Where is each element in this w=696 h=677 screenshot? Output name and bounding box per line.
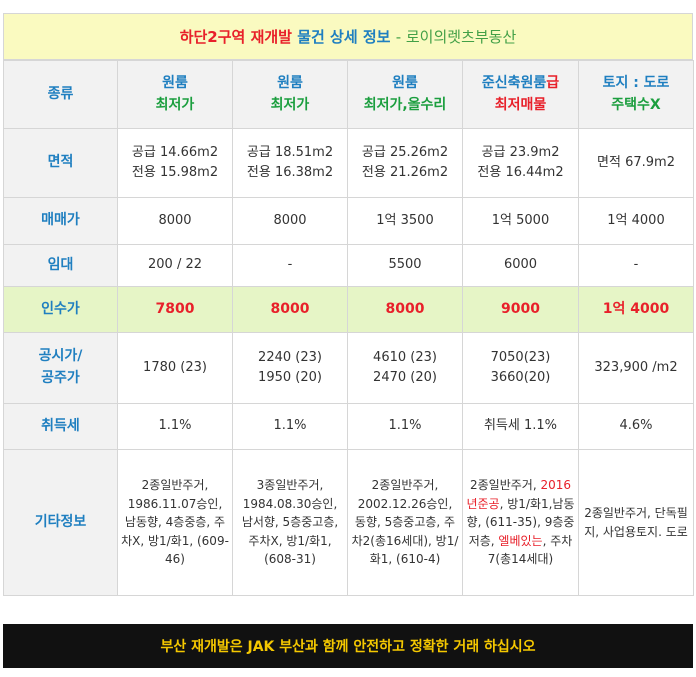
- etc-cell: 3종일반주거, 1984.08.30승인, 남서향, 5층중고층, 주차X, 방…: [232, 449, 348, 596]
- sale-cell: 1억 4000: [578, 197, 694, 245]
- column-header: 원룸 최저가: [232, 60, 348, 129]
- area-supply: 공급 23.9m2: [481, 144, 560, 160]
- row-sale: 매매가 8000 8000 1억 3500 1억 5000 1억 4000: [3, 197, 694, 245]
- area-supply: 공급 18.51m2: [246, 144, 334, 160]
- column-header-line1: 준신축원룸: [481, 74, 547, 91]
- area-cell: 공급 25.26m2 전용 21.26m2: [347, 128, 463, 198]
- row-label-rent: 임대: [3, 244, 118, 287]
- footer-banner: 부산 재개발은 JAK 부산과 함께 안전하고 정확한 거래 하십시오: [3, 624, 693, 668]
- column-header-line2: 최저가: [155, 96, 195, 113]
- column-header-line2: 최저가: [270, 96, 310, 113]
- row-label-takeover: 인수가: [3, 286, 118, 333]
- row-price: 공시가/ 공주가 1780 (23) 2240 (23) 1950 (20) 46…: [3, 332, 694, 404]
- row-tax: 취득세 1.1% 1.1% 1.1% 취득세 1.1% 4.6%: [3, 403, 694, 450]
- page-title: 하단2구역 재개발 물건 상세 정보 - 로이의렛츠부동산: [3, 13, 693, 60]
- tax-cell: 1.1%: [117, 403, 233, 450]
- row-label-type: 종류: [3, 60, 118, 129]
- sale-cell: 8000: [117, 197, 233, 245]
- tax-cell: 4.6%: [578, 403, 694, 450]
- column-header-line2: 최저가,올수리: [363, 96, 447, 113]
- row-label-sale: 매매가: [3, 197, 118, 245]
- title-part2: 물건 상세 정보: [297, 28, 391, 46]
- area-exclusive: 전용 16.38m2: [246, 165, 334, 180]
- price-cell: 1780 (23): [117, 332, 233, 404]
- sale-cell: 8000: [232, 197, 348, 245]
- etc-text: , 주차7(총14세대): [487, 533, 573, 567]
- etc-highlight: 엘베있는: [498, 533, 543, 548]
- sale-cell: 1억 5000: [462, 197, 579, 245]
- column-header: 토지 : 도로 주택수X: [578, 60, 694, 129]
- price-cell: 4610 (23) 2470 (20): [347, 332, 463, 404]
- tax-cell: 1.1%: [232, 403, 348, 450]
- footer-text: 부산 재개발은 JAK 부산과 함께 안전하고 정확한 거래 하십시오: [160, 639, 536, 655]
- rent-cell: 6000: [462, 244, 579, 287]
- rent-cell: 200 / 22: [117, 244, 233, 287]
- rent-cell: -: [578, 244, 694, 287]
- column-header-line2: 주택수X: [611, 96, 661, 113]
- column-header: 준신축원룸급 최저매물: [462, 60, 579, 129]
- takeover-cell: 9000: [462, 286, 579, 333]
- price-cell: 323,900 /m2: [578, 332, 694, 404]
- rent-cell: 5500: [347, 244, 463, 287]
- price-line: 323,900 /m2: [594, 359, 678, 375]
- price-line: 3660(20): [490, 370, 551, 385]
- tax-cell: 취득세 1.1%: [462, 403, 579, 450]
- area-exclusive: 전용 15.98m2: [131, 165, 219, 180]
- area-supply: 공급 14.66m2: [131, 144, 219, 160]
- urgent-badge: 급: [546, 74, 560, 91]
- area-supply: 공급 25.26m2: [361, 144, 449, 160]
- etc-cell: 2종일반주거, 1986.11.07승인, 남동향, 4층중층, 주차X, 방1…: [117, 449, 233, 596]
- takeover-cell: 8000: [347, 286, 463, 333]
- etc-text: 2종일반주거,: [469, 478, 537, 493]
- area-total: 면적 67.9m2: [597, 154, 675, 170]
- column-header: 원룸 최저가,올수리: [347, 60, 463, 129]
- price-cell: 2240 (23) 1950 (20): [232, 332, 348, 404]
- price-line: 1950 (20): [258, 370, 322, 385]
- row-rent: 임대 200 / 22 - 5500 6000 -: [3, 244, 694, 287]
- area-cell: 공급 23.9m2 전용 16.44m2: [462, 128, 579, 198]
- column-header-line1: 원룸: [162, 74, 188, 91]
- tax-cell: 1.1%: [347, 403, 463, 450]
- column-header-line2: 최저매물: [494, 96, 547, 113]
- area-cell: 면적 67.9m2: [578, 128, 694, 198]
- column-header: 원룸 최저가: [117, 60, 233, 129]
- etc-text: , 방1/화1,남동향, (611-35), 9층중저층,: [466, 496, 575, 548]
- column-header-line1: 원룸: [277, 74, 303, 91]
- row-takeover: 인수가 7800 8000 8000 9000 1억 4000: [3, 286, 694, 333]
- sale-cell: 1억 3500: [347, 197, 463, 245]
- takeover-cell: 1억 4000: [578, 286, 694, 333]
- price-cell: 7050(23) 3660(20): [462, 332, 579, 404]
- price-line: 7050(23): [490, 349, 551, 365]
- title-part1: 하단2구역 재개발: [179, 28, 292, 46]
- row-etc: 기타정보 2종일반주거, 1986.11.07승인, 남동향, 4층중층, 주차…: [3, 449, 694, 596]
- row-label-area: 면적: [3, 128, 118, 198]
- row-label-price: 공시가/ 공주가: [3, 332, 118, 404]
- takeover-cell: 7800: [117, 286, 233, 333]
- row-area: 면적 공급 14.66m2 전용 15.98m2 공급 18.51m2 전용 16.…: [3, 128, 694, 198]
- column-header-line1: 토지 : 도로: [602, 74, 670, 91]
- price-line: 2470 (20): [373, 370, 437, 385]
- rent-cell: -: [232, 244, 348, 287]
- price-line: 4610 (23): [373, 349, 437, 365]
- price-line: 2240 (23): [258, 349, 322, 365]
- area-cell: 공급 14.66m2 전용 15.98m2: [117, 128, 233, 198]
- takeover-cell: 8000: [232, 286, 348, 333]
- area-exclusive: 전용 16.44m2: [477, 165, 564, 180]
- row-label-tax: 취득세: [3, 403, 118, 450]
- row-label-etc: 기타정보: [3, 449, 118, 596]
- etc-cell: 2종일반주거, 2002.12.26승인, 동향, 5층중고층, 주차2(총16…: [347, 449, 463, 596]
- etc-highlight: 2016년준공: [466, 478, 572, 511]
- column-header-line1: 원룸: [392, 74, 418, 91]
- price-line: 1780 (23): [143, 359, 207, 375]
- etc-cell: 2종일반주거, 단독필지, 사업용토지. 도로: [578, 449, 694, 596]
- property-table: 종류 원룸 최저가 원룸 최저가 원룸 최저가,올수리 준신축원룸급 최저매물 …: [3, 60, 694, 596]
- area-exclusive: 전용 21.26m2: [361, 165, 449, 180]
- row-type: 종류 원룸 최저가 원룸 최저가 원룸 최저가,올수리 준신축원룸급 최저매물 …: [3, 60, 694, 129]
- title-part3: - 로이의렛츠부동산: [395, 28, 517, 46]
- etc-cell: 2종일반주거, 2016년준공, 방1/화1,남동향, (611-35), 9층…: [462, 449, 579, 596]
- area-cell: 공급 18.51m2 전용 16.38m2: [232, 128, 348, 198]
